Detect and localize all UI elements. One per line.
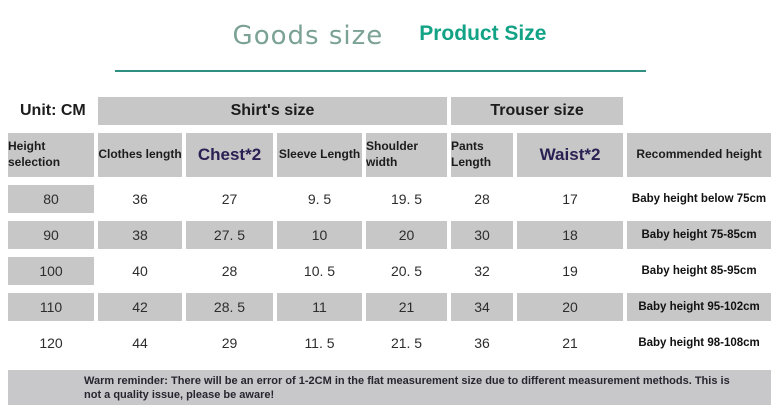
col-header-label: Clothes length — [98, 147, 182, 162]
warm-reminder-banner: Warm reminder: There will be an error of… — [8, 370, 771, 405]
pants-length-cell: 32 — [474, 263, 490, 279]
waist-cell: 20 — [517, 293, 624, 321]
pants-length-cell: 28 — [474, 191, 490, 207]
chest-cell: 29 — [221, 335, 238, 351]
table-row-size-100: 100 40 28 10. 5 20. 5 32 19 Baby height … — [8, 257, 771, 285]
height-cell: 90 — [8, 221, 94, 249]
height-cell: 120 — [39, 335, 63, 351]
clothes-length-cell: 38 — [98, 221, 182, 249]
col-header-pants-length: Pants Length — [451, 133, 514, 177]
chest-cell: 28 — [221, 263, 238, 279]
table-row-size-80: 80 36 27 9. 5 19. 5 28 17 Baby height be… — [8, 185, 771, 213]
table-row-size-90: 90 38 27. 5 10 20 30 18 Baby height 75-8… — [8, 221, 772, 249]
shoulder-width-cell: 19. 5 — [390, 191, 423, 207]
recommended-height-cell: Baby height 98-108cm — [638, 336, 760, 349]
sleeve-length-cell: 11. 5 — [304, 335, 335, 351]
shoulder-width-cell: 21 — [366, 293, 448, 321]
col-header-label: Sleeve Length — [278, 147, 361, 162]
col-header-sleeve-length: Sleeve Length — [277, 133, 362, 177]
clothes-length-cell: 40 — [132, 263, 148, 279]
shirt-size-group-header: Shirt's size — [98, 97, 448, 125]
table-row-size-120: 120 44 29 11. 5 21. 5 36 21 Baby height … — [8, 329, 771, 357]
recommended-height-cell: Baby height 85-95cm — [641, 264, 757, 277]
col-header-recommended-height: Recommended height — [627, 133, 772, 177]
chest-cell: 27 — [221, 191, 238, 207]
recommended-height-cell: Baby height 95-102cm — [627, 293, 772, 321]
sleeve-length-cell: 9. 5 — [307, 191, 332, 207]
sleeve-length-cell: 10. 5 — [303, 263, 336, 279]
clothes-length-cell: 44 — [132, 335, 148, 351]
column-header-row: Height selection Clothes length Chest*2 … — [8, 133, 772, 177]
col-header-clothes-length: Clothes length — [98, 133, 182, 177]
reminder-line-1: Warm reminder: There will be an error of… — [84, 375, 730, 387]
recommended-height-cell: Baby height below 75cm — [631, 192, 767, 205]
waist-cell: 17 — [562, 191, 578, 207]
pants-length-cell: 34 — [451, 293, 514, 321]
goods-size-decorative-title: Goods size — [232, 21, 384, 51]
page-title: Product Size — [419, 22, 547, 45]
sleeve-length-cell: 11 — [277, 293, 362, 321]
col-header-label: Shoulder width — [366, 139, 419, 169]
col-header-label: Recommended height — [636, 147, 762, 162]
unit-label: Unit: CM — [8, 97, 94, 125]
blank-spacer-cell — [627, 97, 771, 125]
col-header-height-selection: Height selection — [8, 133, 94, 177]
pants-length-cell: 36 — [474, 335, 490, 351]
chest-cell: 28. 5 — [186, 293, 273, 321]
height-cell: 80 — [8, 185, 94, 213]
shoulder-width-cell: 20 — [366, 221, 448, 249]
header-divider-line — [115, 70, 646, 72]
page-header: Goods size Product Size — [0, 0, 779, 57]
pants-length-cell: 30 — [451, 221, 514, 249]
reminder-line-2: not a quality issue, please be aware! — [84, 389, 275, 402]
chest-cell: 27. 5 — [186, 221, 273, 249]
col-header-label: Pants Length — [451, 139, 492, 169]
waist-cell: 21 — [562, 335, 578, 351]
shoulder-width-cell: 21. 5 — [390, 335, 423, 351]
trouser-size-group-header: Trouser size — [451, 97, 624, 125]
height-cell: 100 — [8, 257, 94, 285]
size-chart-table: Unit: CM Shirt's size Trouser size Heigh… — [4, 89, 775, 365]
clothes-length-cell: 36 — [132, 191, 148, 207]
waist-cell: 18 — [517, 221, 624, 249]
shoulder-width-cell: 20. 5 — [390, 263, 423, 279]
waist-cell: 19 — [562, 263, 578, 279]
col-header-chest: Chest*2 — [186, 133, 273, 177]
col-header-label: Height selection — [8, 139, 61, 169]
group-header-row: Unit: CM Shirt's size Trouser size — [8, 97, 771, 125]
col-header-shoulder-width: Shoulder width — [366, 133, 448, 177]
sleeve-length-cell: 10 — [277, 221, 362, 249]
height-cell: 110 — [8, 293, 94, 321]
table-row-size-110: 110 42 28. 5 11 21 34 20 Baby height 95-… — [8, 293, 772, 321]
recommended-height-cell: Baby height 75-85cm — [627, 221, 772, 249]
clothes-length-cell: 42 — [98, 293, 182, 321]
col-header-waist: Waist*2 — [517, 133, 624, 177]
